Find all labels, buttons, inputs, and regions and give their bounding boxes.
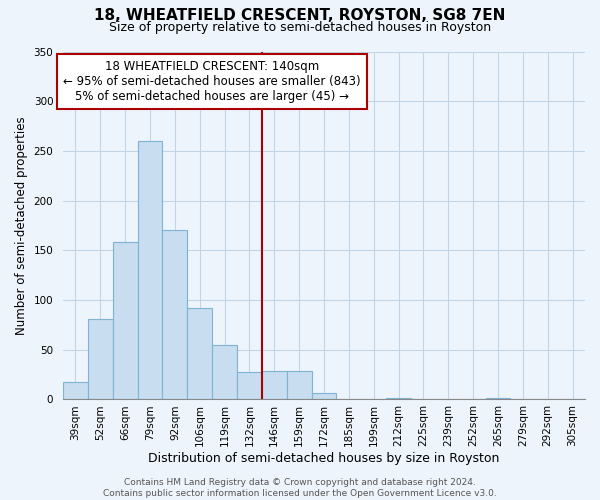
Bar — [386, 398, 411, 400]
Bar — [262, 370, 287, 400]
Bar — [212, 345, 237, 400]
Bar — [237, 372, 262, 400]
Text: 18 WHEATFIELD CRESCENT: 140sqm
← 95% of semi-detached houses are smaller (843)
5: 18 WHEATFIELD CRESCENT: 140sqm ← 95% of … — [63, 60, 361, 103]
Text: Contains HM Land Registry data © Crown copyright and database right 2024.
Contai: Contains HM Land Registry data © Crown c… — [103, 478, 497, 498]
Bar — [88, 319, 113, 400]
Y-axis label: Number of semi-detached properties: Number of semi-detached properties — [15, 116, 28, 335]
X-axis label: Distribution of semi-detached houses by size in Royston: Distribution of semi-detached houses by … — [148, 452, 500, 465]
Text: 18, WHEATFIELD CRESCENT, ROYSTON, SG8 7EN: 18, WHEATFIELD CRESCENT, ROYSTON, SG8 7E… — [94, 8, 506, 22]
Text: Size of property relative to semi-detached houses in Royston: Size of property relative to semi-detach… — [109, 21, 491, 34]
Bar — [187, 308, 212, 400]
Bar — [113, 242, 137, 400]
Bar — [163, 230, 187, 400]
Bar — [137, 141, 163, 400]
Bar — [311, 394, 337, 400]
Bar — [63, 382, 88, 400]
Bar — [287, 370, 311, 400]
Bar — [485, 398, 511, 400]
